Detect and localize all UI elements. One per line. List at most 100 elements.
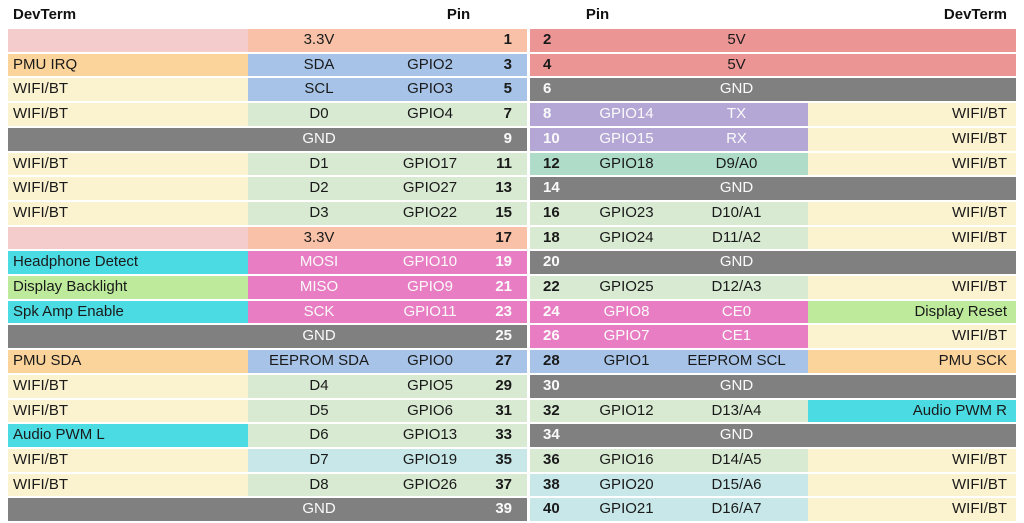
devterm-label <box>808 177 1016 200</box>
gpio-name <box>588 424 665 447</box>
gpio-name: GPIO1 <box>588 350 665 373</box>
gpio-name: GPIO20 <box>588 473 665 497</box>
gpio-name: GPIO15 <box>588 127 665 151</box>
pin-row-30: 30 GND <box>530 374 1016 398</box>
pin-row-32: 32 GPIO12 D13/A4 Audio PWM R <box>530 399 1016 423</box>
pin-number: 10 <box>530 127 588 151</box>
gpio-name: GPIO21 <box>588 498 665 522</box>
pin-number: 7 <box>470 103 527 126</box>
pin-number: 8 <box>530 103 588 126</box>
pin-row-26: 26 GPIO7 CE1 WIFI/BT <box>530 325 1016 349</box>
pin-row-33: Audio PWM L D6 GPIO13 33 <box>8 424 527 447</box>
gpio-name: GPIO16 <box>588 448 665 472</box>
pin-row-1: 3.3V 1 <box>8 29 527 52</box>
pin-function: GND <box>248 325 390 349</box>
pin-number: 9 <box>470 127 527 151</box>
pin-row-6: 6 GND <box>530 78 1016 102</box>
pin-number: 35 <box>470 448 527 472</box>
pin-number: 37 <box>470 473 527 497</box>
devterm-label <box>8 325 248 349</box>
pin-number: 3 <box>470 53 527 77</box>
devterm-label: WIFI/BT <box>808 103 1016 126</box>
gpio-name: GPIO2 <box>390 53 470 77</box>
pin-row-28: 28 GPIO1 EEPROM SCL PMU SCK <box>530 350 1016 373</box>
right-pin-header: Pin <box>530 3 665 27</box>
pin-number: 40 <box>530 498 588 522</box>
pin-row-34: 34 GND <box>530 424 1016 447</box>
pin-function: GND <box>665 374 808 398</box>
gpio-name: GPIO23 <box>588 201 665 225</box>
pin-function: D4 <box>248 374 390 398</box>
pin-number: 5 <box>470 78 527 102</box>
pin-row-14: 14 GND <box>530 177 1016 200</box>
pin-function: SCL <box>248 78 390 102</box>
pin-function: D5 <box>248 399 390 423</box>
gpio-name: GPIO0 <box>390 350 470 373</box>
pin-number: 15 <box>470 201 527 225</box>
gpio-name <box>588 374 665 398</box>
devterm-label: Display Backlight <box>8 276 248 299</box>
gpio-name: GPIO13 <box>390 424 470 447</box>
devterm-label <box>808 78 1016 102</box>
gpio-name: GPIO18 <box>588 152 665 176</box>
pin-number: 32 <box>530 399 588 423</box>
devterm-label: WIFI/BT <box>8 78 248 102</box>
pin-function: GND <box>248 498 390 522</box>
devterm-label: WIFI/BT <box>808 448 1016 472</box>
pin-number: 24 <box>530 300 588 324</box>
pin-number: 1 <box>470 29 527 52</box>
pin-row-18: 18 GPIO24 D11/A2 WIFI/BT <box>530 226 1016 250</box>
gpio-name: GPIO8 <box>588 300 665 324</box>
devterm-label: WIFI/BT <box>8 473 248 497</box>
devterm-label: WIFI/BT <box>8 448 248 472</box>
gpio-name: GPIO5 <box>390 374 470 398</box>
pin-function: SDA <box>248 53 390 77</box>
gpio-name <box>390 226 470 250</box>
pin-number: 25 <box>470 325 527 349</box>
pin-row-15: WIFI/BT D3 GPIO22 15 <box>8 201 527 225</box>
devterm-label: WIFI/BT <box>8 152 248 176</box>
pin-function: D8 <box>248 473 390 497</box>
gpio-name: GPIO7 <box>588 325 665 349</box>
pin-function: GND <box>248 127 390 151</box>
devterm-label: WIFI/BT <box>808 498 1016 522</box>
pin-row-12: 12 GPIO18 D9/A0 WIFI/BT <box>530 152 1016 176</box>
devterm-label <box>808 251 1016 275</box>
pin-row-11: WIFI/BT D1 GPIO17 11 <box>8 152 527 176</box>
devterm-label: WIFI/BT <box>808 201 1016 225</box>
devterm-label: PMU SCK <box>808 350 1016 373</box>
devterm-label <box>8 29 248 52</box>
pin-row-9: GND 9 <box>8 127 527 151</box>
pin-function: D9/A0 <box>665 152 808 176</box>
devterm-label <box>8 226 248 250</box>
pin-row-16: 16 GPIO23 D10/A1 WIFI/BT <box>530 201 1016 225</box>
pin-row-29: WIFI/BT D4 GPIO5 29 <box>8 374 527 398</box>
pin-function: D3 <box>248 201 390 225</box>
pin-number: 34 <box>530 424 588 447</box>
pin-function: TX <box>665 103 808 126</box>
pin-row-40: 40 GPIO21 D16/A7 WIFI/BT <box>530 498 1016 522</box>
pin-number: 13 <box>470 177 527 200</box>
pin-number: 30 <box>530 374 588 398</box>
pin-row-10: 10 GPIO15 RX WIFI/BT <box>530 127 1016 151</box>
pin-row-23: Spk Amp Enable SCK GPIO11 23 <box>8 300 527 324</box>
gpio-name: GPIO3 <box>390 78 470 102</box>
pin-function: 3.3V <box>248 29 390 52</box>
devterm-label <box>8 127 248 151</box>
pin-number: 20 <box>530 251 588 275</box>
gpio-name <box>390 325 470 349</box>
pin-number: 33 <box>470 424 527 447</box>
gpio-name: GPIO10 <box>390 251 470 275</box>
pin-function: RX <box>665 127 808 151</box>
right-devterm-header: DevTerm <box>808 3 1016 27</box>
pin-function: EEPROM SDA <box>248 350 390 373</box>
pin-number: 18 <box>530 226 588 250</box>
pin-row-25: GND 25 <box>8 325 527 349</box>
gpio-name <box>390 29 470 52</box>
left-header-spacer <box>248 3 390 27</box>
pin-number: 17 <box>470 226 527 250</box>
pin-row-38: 38 GPIO20 D15/A6 WIFI/BT <box>530 473 1016 497</box>
pin-row-8: 8 GPIO14 TX WIFI/BT <box>530 103 1016 126</box>
devterm-label: Audio PWM R <box>808 399 1016 423</box>
pin-function: 5V <box>665 29 808 52</box>
